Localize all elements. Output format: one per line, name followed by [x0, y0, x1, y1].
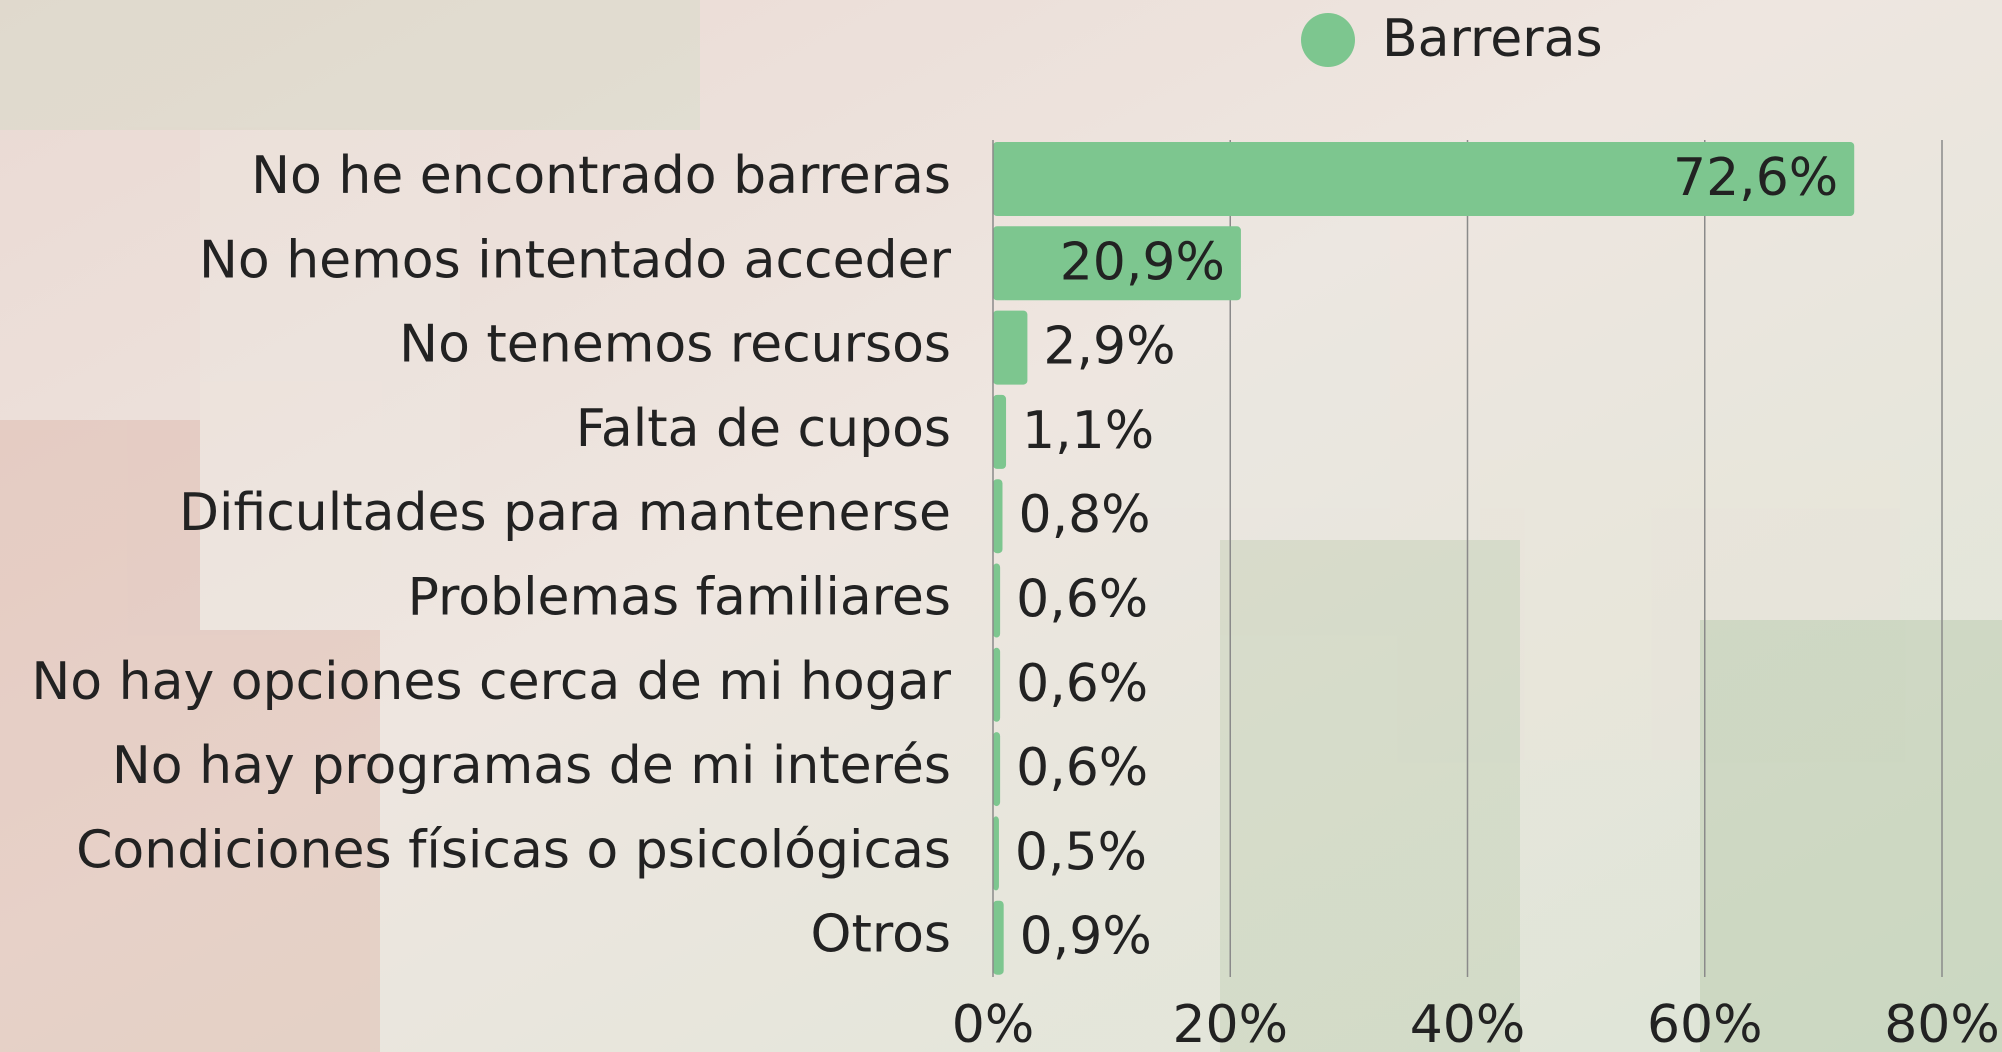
category-label: Otros	[811, 905, 951, 965]
value-label: 0,8%	[1018, 485, 1150, 545]
legend-label: Barreras	[1382, 9, 1603, 69]
category-label: No hay programas de mi interés	[112, 736, 951, 796]
category-label: Dificultades para mantenerse	[179, 483, 951, 543]
bar	[993, 395, 1006, 469]
bar	[993, 816, 999, 890]
bar	[993, 311, 1027, 385]
x-tick-label: 40%	[1410, 995, 1526, 1052]
category-label: No hemos intentado acceder	[199, 230, 952, 290]
category-label: No tenemos recursos	[399, 315, 951, 375]
value-label: 0,6%	[1016, 738, 1148, 798]
bar	[993, 564, 1000, 638]
value-label: 20,9%	[1060, 232, 1225, 292]
value-label: 0,6%	[1016, 654, 1148, 714]
x-tick-label: 0%	[952, 995, 1035, 1052]
category-label: Condiciones físicas o psicológicas	[76, 820, 951, 880]
value-label: 0,9%	[1020, 907, 1152, 967]
x-tick-label: 20%	[1172, 995, 1288, 1052]
value-label: 72,6%	[1673, 148, 1838, 208]
category-label: Problemas familiares	[408, 568, 951, 628]
bar	[993, 479, 1002, 553]
category-label: No he encontrado barreras	[251, 146, 951, 206]
category-label: Falta de cupos	[576, 399, 951, 459]
value-label: 2,9%	[1043, 317, 1175, 377]
bar	[993, 648, 1000, 722]
category-label: No hay opciones cerca de mi hogar	[31, 652, 951, 712]
x-tick-label: 80%	[1884, 995, 2000, 1052]
value-label: 1,1%	[1022, 401, 1154, 461]
legend-swatch	[1301, 13, 1355, 67]
value-label: 0,6%	[1016, 570, 1148, 630]
value-label: 0,5%	[1015, 822, 1147, 882]
chart: Barreras 0% 20% 40% 60% 80% No he encontrado …	[0, 0, 2002, 1052]
bar	[993, 732, 1000, 806]
x-tick-label: 60%	[1647, 995, 1763, 1052]
page: Barreras 0% 20% 40% 60% 80% No he encontrado …	[0, 0, 2002, 1052]
bar	[993, 901, 1004, 975]
